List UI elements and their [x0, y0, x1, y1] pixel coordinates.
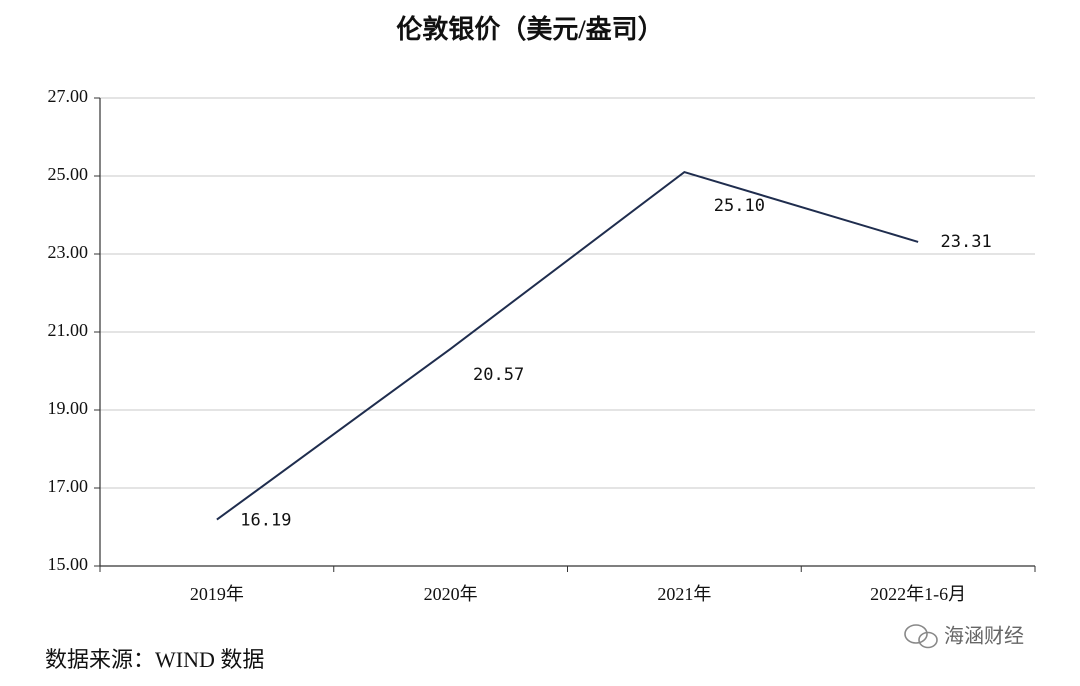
x-tick-label: 2022年1-6月	[870, 584, 966, 604]
y-tick-label: 25.00	[48, 164, 89, 184]
y-tick-label: 27.00	[48, 86, 89, 106]
y-tick-label: 17.00	[48, 476, 89, 496]
source-note: 数据来源：WIND 数据	[45, 647, 264, 672]
y-tick-label: 21.00	[48, 320, 89, 340]
data-line	[216, 170, 919, 521]
watermark: 海涵财经	[944, 624, 1024, 648]
data-label: 20.57	[473, 365, 524, 385]
data-label: 16.19	[240, 511, 291, 531]
data-label: 23.31	[941, 232, 992, 252]
y-tick-label: 23.00	[48, 242, 89, 262]
y-tick-label: 15.00	[48, 554, 89, 574]
x-tick-label: 2019年	[190, 584, 244, 604]
data-label: 25.10	[714, 196, 765, 216]
chart-title: 伦敦银价（美元/盎司）	[396, 14, 663, 44]
y-tick-label: 19.00	[48, 398, 89, 418]
watermark-icon	[904, 624, 938, 649]
x-tick-label: 2020年	[424, 584, 478, 604]
x-tick-label: 2021年	[657, 584, 711, 604]
